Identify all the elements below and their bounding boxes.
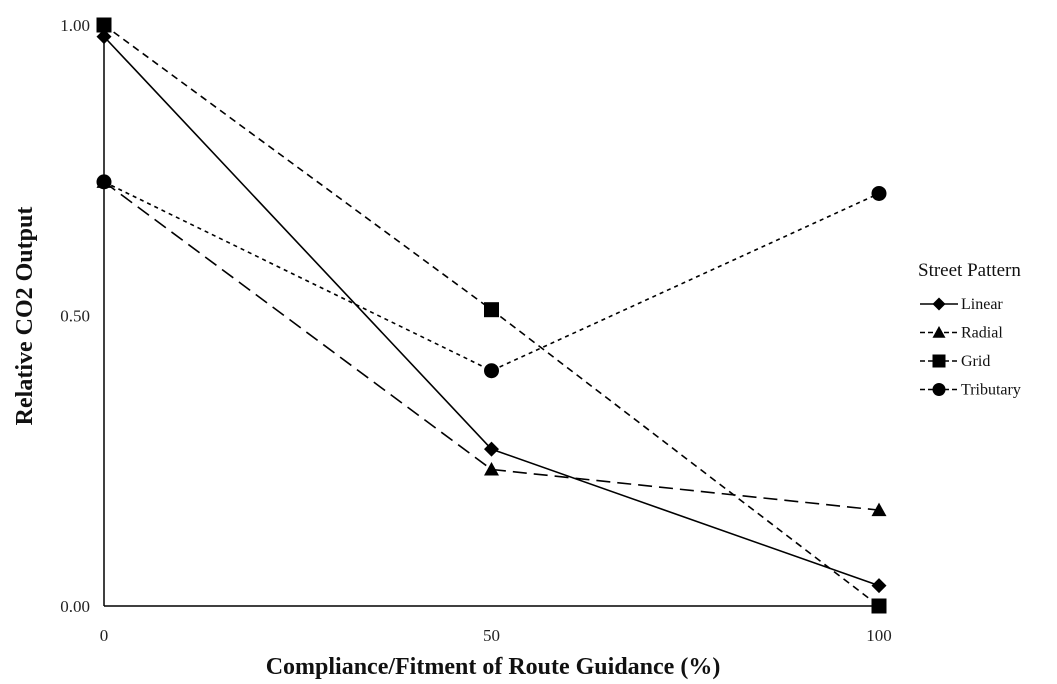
legend-item-linear: Linear — [920, 296, 1003, 313]
tributary-point — [871, 185, 887, 201]
y-tick-label: 0.00 — [60, 597, 90, 616]
tributary-line — [103, 181, 880, 372]
y-tick-label: 1.00 — [60, 16, 90, 35]
series-linear — [96, 29, 887, 594]
y-axis-title: Relative CO2 Output — [12, 207, 38, 426]
legend-label: Tributary — [961, 382, 1021, 399]
legend-label: Radial — [961, 325, 1003, 342]
legend-label: Linear — [961, 296, 1003, 313]
radial-line — [103, 181, 880, 511]
series-layer — [96, 17, 887, 614]
legend: Street Pattern Linear Radial Grid Tributary — [918, 260, 1021, 399]
grid-point — [96, 17, 112, 33]
legend-label: Grid — [961, 353, 990, 370]
radial-point — [484, 461, 499, 476]
grid-point — [871, 598, 887, 614]
legend-item-radial: Radial — [920, 325, 1003, 342]
legend-marker — [932, 326, 946, 338]
radial-point — [871, 502, 887, 517]
series-grid — [96, 17, 887, 614]
linear-point — [96, 29, 112, 45]
legend-title: Street Pattern — [918, 260, 1021, 281]
linear-point — [871, 578, 887, 594]
linear-point — [484, 441, 499, 457]
tributary-point — [96, 174, 112, 190]
legend-item-tributary: Tributary — [920, 382, 1021, 399]
y-tick-label: 0.50 — [60, 307, 90, 326]
grid-point — [484, 302, 499, 318]
axes: 1.00 0.50 0.00 0 50 100 — [60, 16, 892, 645]
x-tick-label: 50 — [483, 626, 500, 645]
x-tick-label: 0 — [100, 626, 109, 645]
series-radial — [96, 174, 887, 517]
series-tributary — [96, 174, 887, 379]
legend-item-grid: Grid — [920, 353, 990, 370]
x-tick-label: 100 — [866, 626, 892, 645]
tributary-point — [484, 363, 499, 379]
x-axis-title: Compliance/Fitment of Route Guidance (%) — [266, 654, 721, 680]
legend-marker — [932, 297, 946, 311]
legend-marker — [932, 354, 946, 368]
legend-marker — [932, 383, 946, 396]
